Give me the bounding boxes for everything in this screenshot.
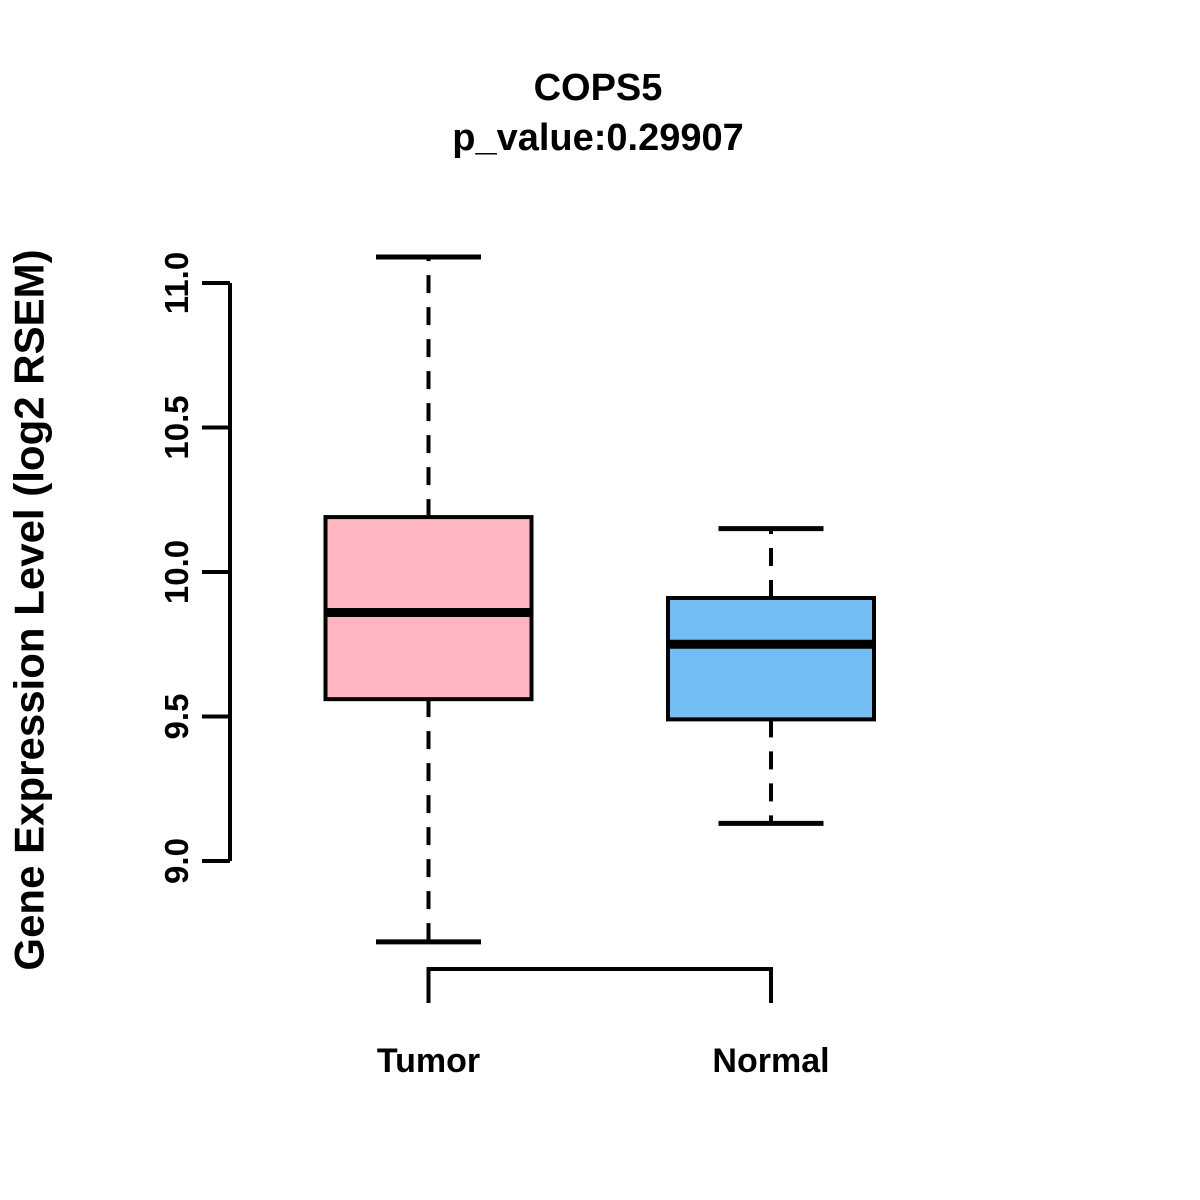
category-label-tumor: Tumor <box>377 1042 480 1080</box>
y-axis-tick-label: 9.5 <box>158 694 195 740</box>
comparison-bracket <box>426 967 773 1003</box>
box-normal <box>666 596 876 722</box>
y-axis-tick-label: 10.5 <box>158 395 195 459</box>
y-axis-tick-label: 11.0 <box>158 252 195 314</box>
y-axis-tick-label: 9.0 <box>158 838 195 884</box>
y-axis-tick-label: 10.0 <box>158 540 195 604</box>
chart-subtitle: p_value:0.29907 <box>452 117 744 159</box>
chart-title: COPS5 <box>533 67 663 109</box>
category-label-normal: Normal <box>712 1042 829 1080</box>
